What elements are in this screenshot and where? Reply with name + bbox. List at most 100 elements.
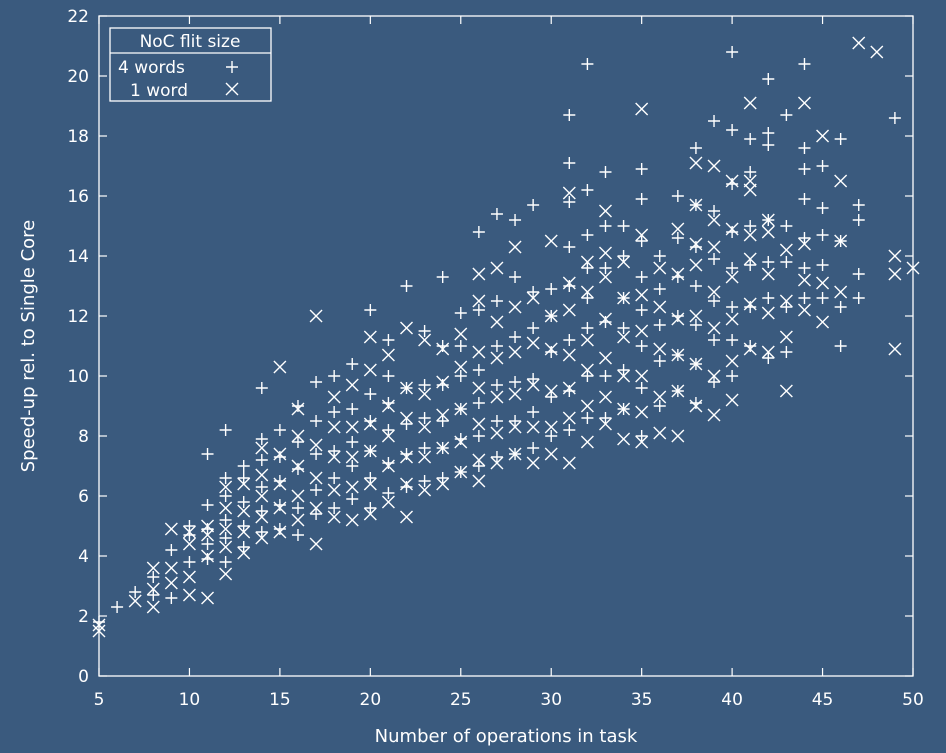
data-point-cross <box>273 477 287 491</box>
data-point-cross <box>797 273 811 287</box>
data-point-cross <box>273 360 287 374</box>
data-point-plus <box>418 442 431 454</box>
data-point-cross <box>870 45 884 59</box>
data-point-cross <box>689 309 703 323</box>
x-tick-labels: 5 10 15 20 25 30 35 40 45 50 <box>94 690 924 710</box>
data-point-cross <box>598 312 612 326</box>
data-point-plus <box>165 544 178 556</box>
x-tick-label: 25 <box>450 690 472 710</box>
data-point-plus <box>509 271 522 283</box>
data-point-cross <box>635 324 649 338</box>
data-point-plus <box>581 292 594 304</box>
data-point-cross <box>743 252 757 266</box>
data-point-cross <box>653 426 667 440</box>
x-tick-label: 45 <box>812 690 834 710</box>
data-point-plus <box>129 586 142 598</box>
data-point-plus <box>689 397 702 409</box>
data-point-cross <box>363 507 377 521</box>
data-point-plus <box>744 301 757 313</box>
data-point-cross <box>617 255 631 269</box>
data-point-cross <box>671 222 685 236</box>
y-tick-label: 0 <box>78 667 89 687</box>
data-point-cross <box>472 294 486 308</box>
data-point-plus <box>635 430 648 442</box>
data-point-plus <box>219 514 232 526</box>
data-point-plus <box>400 481 413 493</box>
data-point-cross <box>490 390 504 404</box>
data-point-cross <box>182 525 196 539</box>
data-point-cross <box>761 213 775 227</box>
data-point-plus <box>581 58 594 70</box>
data-point-plus <box>545 346 558 358</box>
data-point-cross <box>418 333 432 347</box>
data-point-plus <box>454 433 467 445</box>
data-point-cross <box>381 459 395 473</box>
y-tick-label: 10 <box>67 367 89 387</box>
data-point-cross <box>327 483 341 497</box>
x-tick-label: 40 <box>721 690 743 710</box>
data-point-cross <box>255 510 269 524</box>
data-point-cross <box>291 429 305 443</box>
data-point-cross <box>472 345 486 359</box>
data-point-plus <box>527 442 540 454</box>
legend-cross-marker-glyph <box>225 82 239 96</box>
data-point-cross <box>418 483 432 497</box>
data-point-plus <box>346 493 359 505</box>
data-point-cross <box>436 342 450 356</box>
data-point-cross <box>418 450 432 464</box>
data-point-plus <box>852 214 865 226</box>
data-point-plus <box>563 424 576 436</box>
data-point-plus <box>490 451 503 463</box>
data-point-cross <box>327 510 341 524</box>
data-point-cross <box>580 255 594 269</box>
data-point-cross <box>653 300 667 314</box>
data-point-plus <box>599 316 612 328</box>
data-point-cross <box>526 456 540 470</box>
data-point-cross <box>562 303 576 317</box>
data-point-cross <box>617 432 631 446</box>
data-point-plus <box>328 406 341 418</box>
data-point-plus <box>726 262 739 274</box>
data-point-plus <box>617 322 630 334</box>
data-point-cross <box>345 378 359 392</box>
y-tick-label: 22 <box>67 7 89 27</box>
data-point-cross <box>580 399 594 413</box>
data-point-plus <box>599 220 612 232</box>
data-point-plus <box>346 436 359 448</box>
data-point-cross <box>454 327 468 341</box>
data-point-cross <box>273 447 287 461</box>
data-point-cross <box>906 261 920 275</box>
data-point-cross <box>544 420 558 434</box>
data-point-cross <box>689 357 703 371</box>
data-point-cross <box>219 501 233 515</box>
data-point-plus <box>545 430 558 442</box>
data-point-plus <box>762 292 775 304</box>
data-point-cross <box>508 420 522 434</box>
data-point-cross <box>363 417 377 431</box>
data-point-cross <box>255 441 269 455</box>
data-point-cross <box>580 435 594 449</box>
data-point-cross <box>707 240 721 254</box>
data-point-plus <box>147 571 160 583</box>
data-point-plus <box>671 232 684 244</box>
data-point-plus <box>581 370 594 382</box>
data-point-cross <box>454 402 468 416</box>
data-point-plus <box>509 331 522 343</box>
data-point-plus <box>563 157 576 169</box>
data-point-cross <box>743 297 757 311</box>
data-point-plus <box>798 163 811 175</box>
data-point-cross <box>725 222 739 236</box>
data-point-cross <box>400 477 414 491</box>
data-point-plus <box>816 292 829 304</box>
x-tick-label: 5 <box>94 690 105 710</box>
data-point-plus <box>726 46 739 58</box>
data-point-plus <box>527 373 540 385</box>
data-point-cross <box>182 588 196 602</box>
data-point-plus <box>490 295 503 307</box>
data-point-cross <box>580 333 594 347</box>
data-point-cross <box>544 447 558 461</box>
data-point-cross <box>743 183 757 197</box>
data-point-cross <box>580 285 594 299</box>
data-point-cross <box>689 237 703 251</box>
data-point-plus <box>581 412 594 424</box>
